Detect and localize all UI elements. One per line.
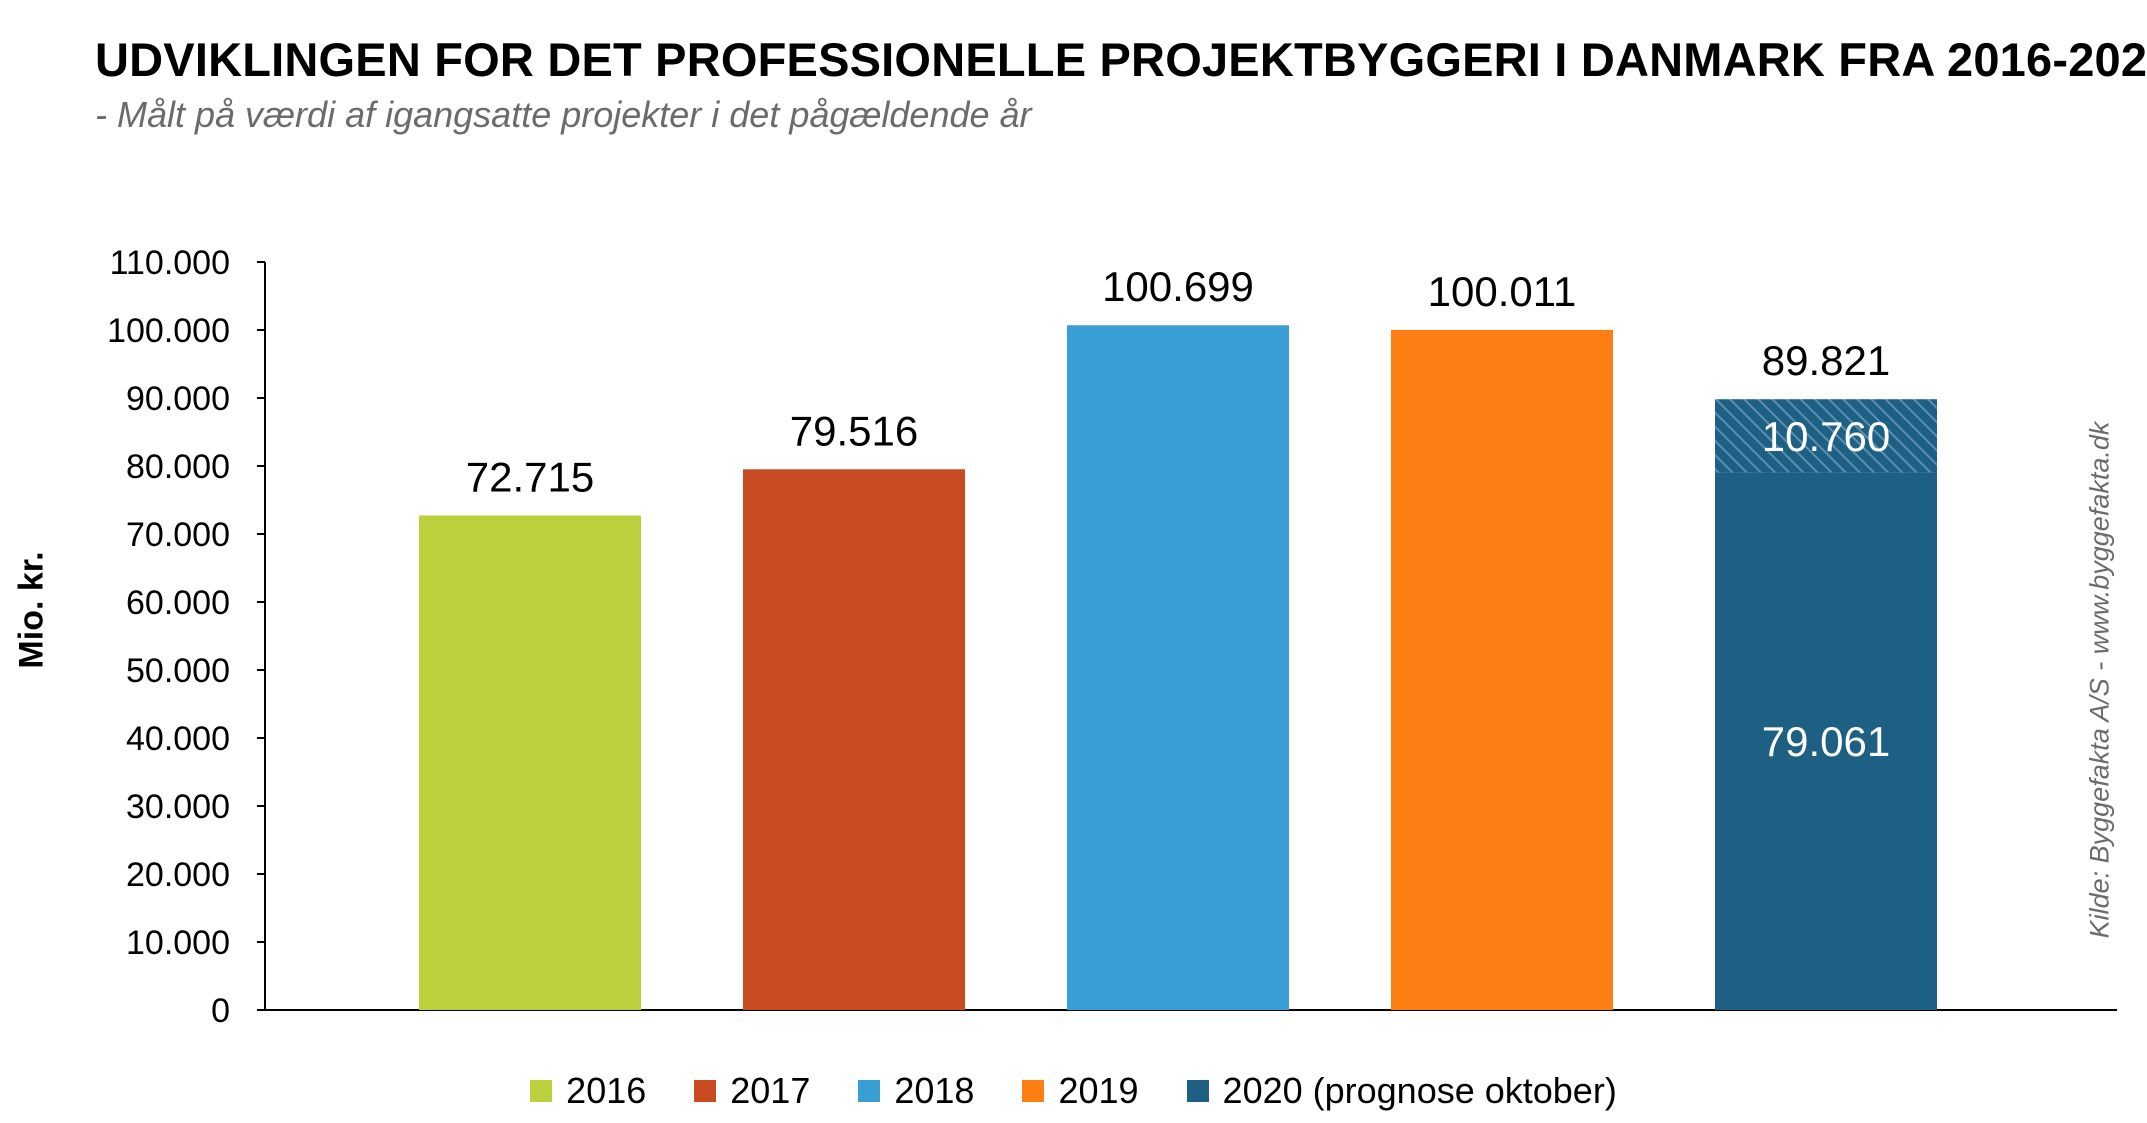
legend-item-2020: 2020 (prognose oktober) [1186, 1070, 1617, 1112]
bar-value-label: 79.516 [790, 407, 918, 454]
segment-value-label: 79.061 [1762, 718, 1890, 765]
bar-value-label: 89.821 [1762, 337, 1890, 384]
legend-label: 2017 [730, 1070, 811, 1111]
segment-value-label: 10.760 [1762, 413, 1890, 460]
y-tick-label: 90.000 [126, 380, 230, 418]
y-tick-label: 100.000 [107, 312, 230, 350]
legend-swatch [694, 1080, 717, 1102]
bar-2019 [1391, 329, 1613, 1011]
legend-item-2017: 2017 [694, 1070, 810, 1112]
y-tick-label: 50.000 [126, 652, 230, 690]
legend-label: 2018 [894, 1070, 975, 1111]
y-tick-label: 80.000 [126, 448, 230, 486]
bar-value-label: 72.715 [466, 454, 594, 501]
legend-swatch [1022, 1080, 1045, 1102]
legend-swatch [858, 1080, 881, 1102]
y-tick-label: 40.000 [126, 720, 230, 758]
legend-label: 2016 [566, 1070, 647, 1111]
y-tick-label: 70.000 [126, 516, 230, 554]
legend-item-2018: 2018 [858, 1070, 974, 1112]
bar-2016 [419, 515, 641, 1010]
bar-2017 [743, 469, 965, 1010]
y-tick-label: 10.000 [126, 924, 230, 962]
bar-chart: 0 10.000 20.000 30.000 40.000 50.000 60.000 70.… [107, 244, 2117, 1030]
bar-2020-segment-1 [1715, 472, 1937, 1010]
legend-item-2019: 2019 [1022, 1070, 1139, 1112]
y-tick-label: 20.000 [126, 856, 230, 894]
bar-2018 [1067, 325, 1289, 1010]
legend-label: 2020 (prognose oktober) [1222, 1070, 1617, 1111]
y-tick-label: 30.000 [126, 788, 230, 826]
bar-value-label: 100.011 [1428, 268, 1577, 315]
chart-subtitle: - Målt på værdi af igangsatte projekter … [95, 94, 1032, 135]
legend-label: 2019 [1058, 1070, 1139, 1111]
legend-item-2016: 2016 [530, 1070, 646, 1112]
legend-swatch [1186, 1080, 1209, 1102]
y-tick-label: 0 [211, 992, 230, 1030]
bar-value-label: 100.699 [1102, 263, 1254, 310]
bar-2020-segment-2 [1715, 399, 1937, 473]
y-tick-label: 60.000 [126, 584, 230, 622]
legend-swatch [530, 1080, 553, 1102]
chart-title: UDVIKLINGEN FOR DET PROFESSIONELLE PROJE… [95, 33, 2147, 86]
y-tick-label: 110.000 [110, 244, 230, 282]
chart-legend: 2016 2017 2018 2019 2020 (prognose oktober) [0, 1070, 2147, 1112]
